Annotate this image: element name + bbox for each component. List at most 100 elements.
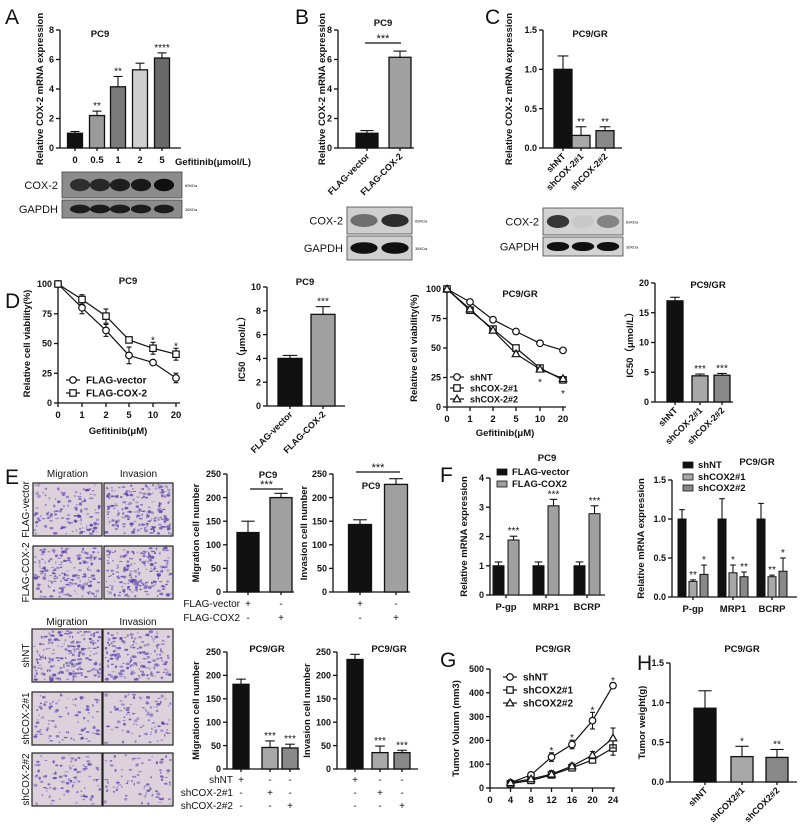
x-tick-label: 0 — [55, 410, 60, 421]
stained-cell — [139, 661, 141, 663]
stained-cell — [54, 723, 57, 725]
stained-cell — [34, 669, 38, 672]
stained-cell — [70, 757, 75, 760]
stained-cell — [135, 642, 137, 644]
stained-cell — [85, 708, 90, 711]
stained-cell — [127, 582, 130, 584]
stained-cell — [95, 642, 97, 644]
stained-cell — [136, 647, 139, 650]
stained-cell — [139, 651, 142, 654]
stained-cell — [57, 487, 60, 491]
stained-cell — [138, 677, 142, 679]
stained-cell — [40, 635, 43, 639]
treatment-sign: - — [378, 775, 381, 786]
stained-cell — [80, 517, 82, 521]
data-point — [488, 325, 498, 334]
stained-cell — [164, 546, 168, 550]
stained-cell — [48, 787, 52, 789]
stained-cell — [96, 531, 98, 533]
stained-cell — [78, 514, 80, 518]
treatment-label: shCOX-2#2 — [181, 801, 234, 812]
stained-cell — [34, 512, 39, 515]
stained-cell — [116, 632, 119, 634]
stained-cell — [89, 493, 93, 495]
stained-cell — [145, 674, 148, 676]
stained-cell — [93, 780, 95, 782]
stained-cell — [39, 549, 42, 551]
stained-cell — [110, 642, 113, 645]
x-tick-label: 4 — [508, 795, 514, 806]
stained-cell — [131, 655, 136, 658]
stained-cell — [153, 519, 157, 522]
significance-marker: * — [538, 377, 542, 388]
stained-cell — [52, 799, 55, 803]
stained-cell — [67, 644, 71, 648]
stained-cell — [155, 485, 157, 488]
protein-band — [546, 215, 570, 228]
stained-cell — [65, 661, 69, 665]
stained-cell — [59, 678, 62, 681]
stained-cell — [90, 523, 93, 527]
stained-cell — [122, 722, 126, 726]
stained-cell — [110, 654, 113, 657]
stained-cell — [138, 491, 143, 494]
stained-cell — [110, 663, 114, 666]
stained-cell — [166, 580, 169, 583]
stained-cell — [157, 725, 161, 728]
stained-cell — [125, 567, 130, 570]
stained-cell — [43, 673, 45, 677]
stained-cell — [154, 635, 159, 639]
stained-cell — [147, 551, 150, 555]
stained-cell — [53, 725, 58, 729]
stained-cell — [80, 585, 83, 590]
stained-cell — [64, 775, 68, 777]
stained-cell — [36, 719, 40, 721]
stained-cell — [114, 726, 119, 729]
stained-cell — [87, 712, 90, 714]
y-tick-label: 250 — [206, 647, 221, 657]
stained-cell — [80, 737, 83, 740]
stained-cell — [151, 492, 154, 494]
stained-cell — [66, 593, 70, 596]
stained-cell — [73, 495, 77, 497]
stained-cell — [88, 497, 91, 499]
stained-cell — [152, 517, 157, 520]
stained-cell — [33, 561, 37, 563]
y-tick-label: 8 — [49, 25, 54, 35]
stained-cell — [79, 509, 83, 513]
stained-cell — [59, 566, 63, 568]
y-tick-label: 1 — [479, 561, 484, 571]
stained-cell — [92, 716, 94, 719]
stained-cell — [157, 577, 160, 580]
series-line — [510, 737, 614, 784]
series-line — [446, 288, 564, 380]
stained-cell — [52, 773, 56, 775]
stained-cell — [108, 584, 112, 586]
significance-marker: ** — [773, 739, 781, 750]
stained-cell — [52, 760, 55, 764]
stained-cell — [45, 647, 48, 650]
y-axis-label: Invasion cell number — [299, 485, 310, 580]
stained-cell — [136, 757, 141, 759]
stained-cell — [60, 780, 65, 784]
stained-cell — [75, 528, 77, 532]
stained-cell — [110, 504, 115, 508]
stained-cell — [159, 565, 163, 569]
protein-band — [596, 215, 620, 228]
stained-cell — [44, 494, 47, 497]
stained-cell — [158, 581, 163, 583]
x-tick-label: 16 — [567, 795, 578, 806]
stained-cell — [106, 789, 109, 792]
stained-cell — [78, 672, 83, 675]
stained-cell — [69, 660, 73, 662]
stained-cell — [160, 525, 164, 527]
treatment-sign: - — [288, 775, 291, 786]
stained-cell — [112, 786, 116, 789]
stained-cell — [38, 653, 41, 657]
stained-cell — [169, 759, 172, 761]
stained-cell — [48, 661, 51, 664]
stained-cell — [65, 669, 70, 672]
